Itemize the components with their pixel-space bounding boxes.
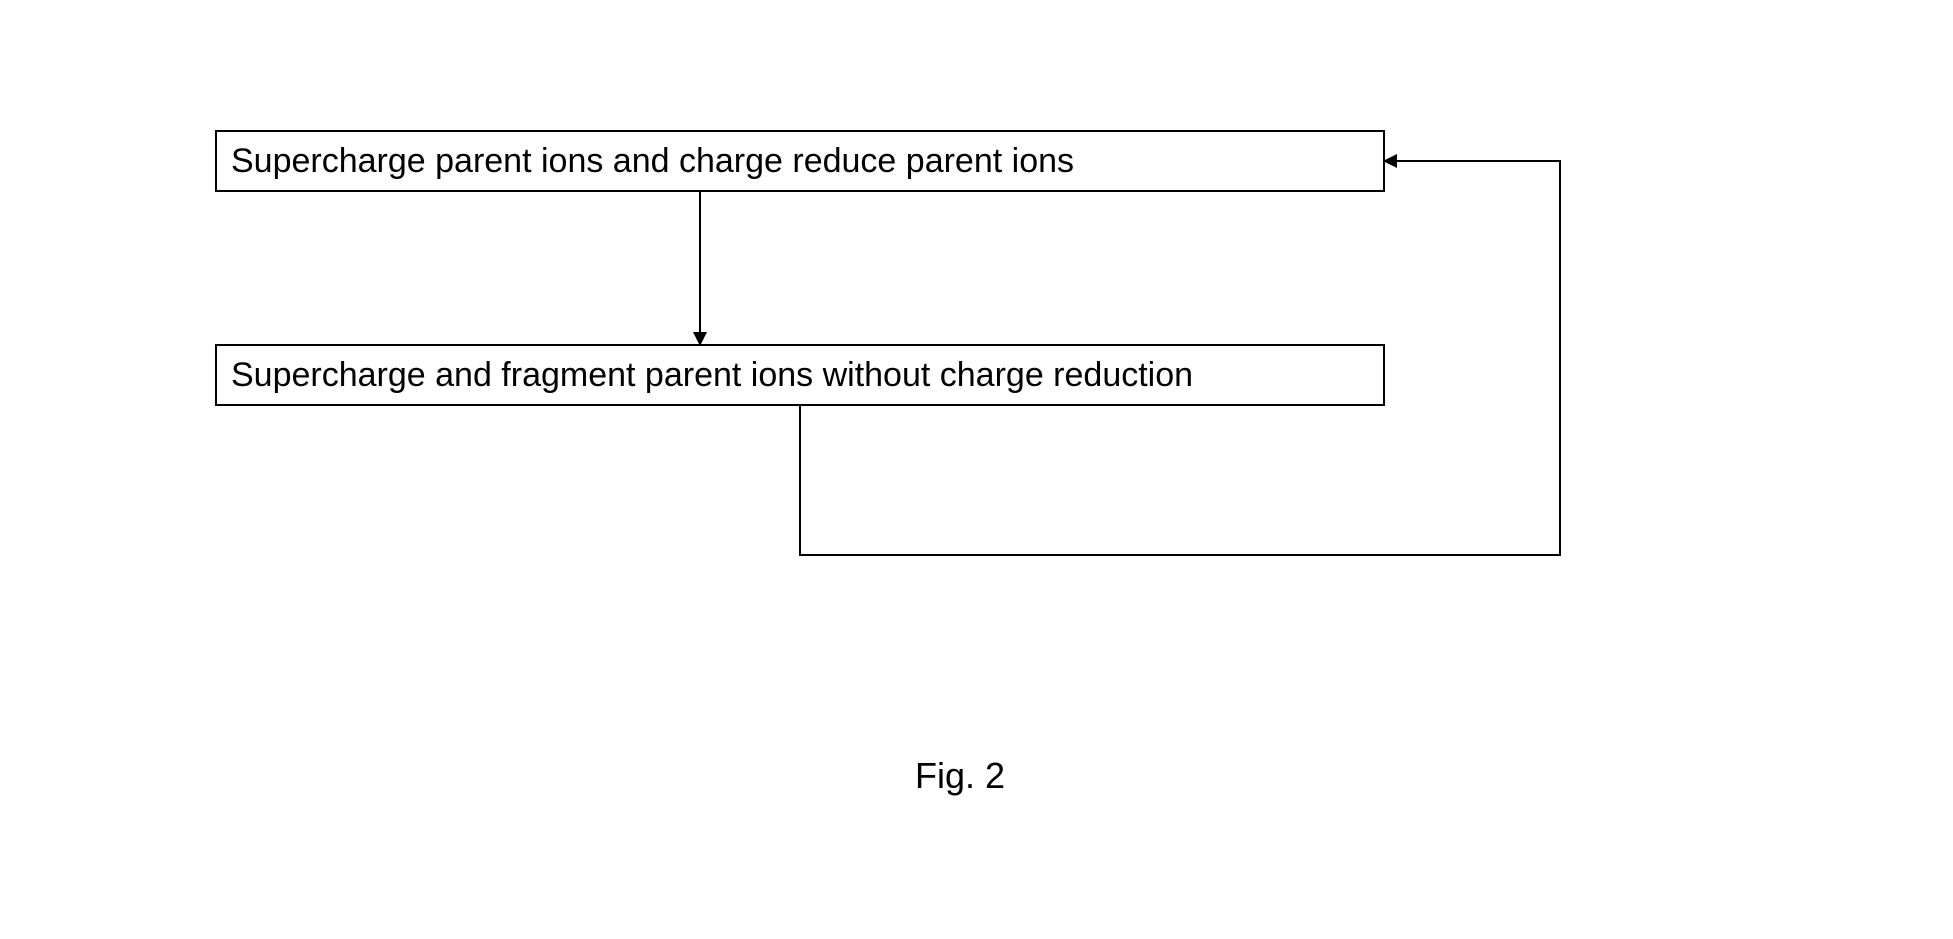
flowchart-node-box1-label: Supercharge parent ions and charge reduc… [231,142,1074,181]
figure-caption: Fig. 2 [915,755,1005,797]
flowchart-node-box1: Supercharge parent ions and charge reduc… [215,130,1385,192]
figure-caption-text: Fig. 2 [915,755,1005,796]
flowchart-canvas: Supercharge parent ions and charge reduc… [0,0,1953,939]
flowchart-node-box2: Supercharge and fragment parent ions wit… [215,344,1385,406]
flowchart-node-box2-label: Supercharge and fragment parent ions wit… [231,356,1193,395]
